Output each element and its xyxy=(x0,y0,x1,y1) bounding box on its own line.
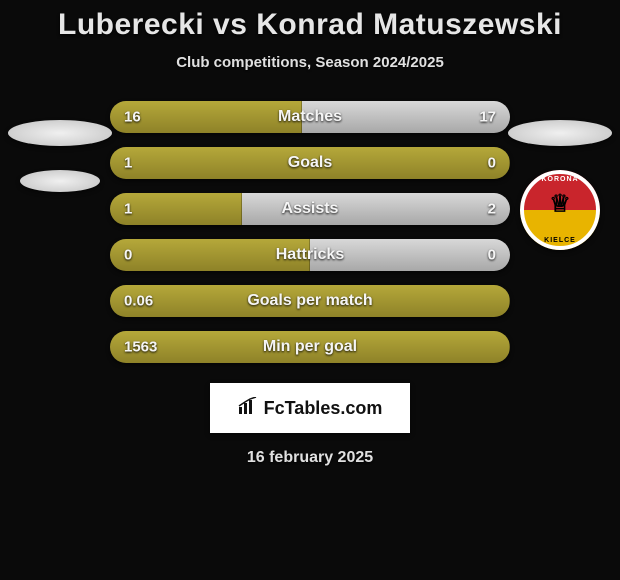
left-player-avatars xyxy=(0,120,120,192)
stats-rows: Matches1617 Goals10 Assists12 Hattricks00 Go… xyxy=(110,101,510,363)
page-title: Luberecki vs Konrad Matuszewski xyxy=(58,8,562,42)
right-player-avatars: KORONA ♕ KIELCE xyxy=(500,120,620,250)
fctables-logo: FcTables.com xyxy=(210,383,410,433)
bar-left xyxy=(110,239,310,271)
stat-row: Goals per match0.06 xyxy=(110,285,510,317)
stat-row: Assists12 xyxy=(110,193,510,225)
bar-right xyxy=(310,239,510,271)
bar-left xyxy=(110,193,242,225)
club-badge-icon: KORONA ♕ KIELCE xyxy=(520,170,600,250)
stat-row: Hattricks00 xyxy=(110,239,510,271)
bar-right xyxy=(242,193,510,225)
subtitle: Club competitions, Season 2024/2025 xyxy=(176,54,444,71)
stat-row: Goals10 xyxy=(110,147,510,179)
date-label: 16 february 2025 xyxy=(247,449,373,467)
chart-icon xyxy=(238,397,258,420)
stat-row: Matches1617 xyxy=(110,101,510,133)
avatar-placeholder xyxy=(508,120,612,146)
stat-row: Min per goal1563 xyxy=(110,331,510,363)
bar-left xyxy=(110,285,510,317)
logo-text: FcTables.com xyxy=(264,398,383,419)
bar-right xyxy=(302,101,510,133)
bar-left xyxy=(110,101,302,133)
club-placeholder xyxy=(20,170,100,192)
bar-left xyxy=(110,147,510,179)
bar-left xyxy=(110,331,510,363)
avatar-placeholder xyxy=(8,120,112,146)
